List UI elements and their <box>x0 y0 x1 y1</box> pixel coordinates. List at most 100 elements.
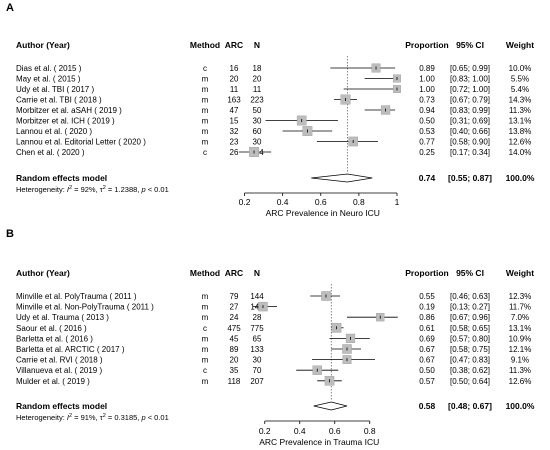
arc-cell: 20 <box>230 75 239 84</box>
header-arc: ARC <box>225 268 243 278</box>
summary-diamond <box>313 401 348 411</box>
ci-cell: [0.83; 0.99] <box>450 106 490 115</box>
weight-cell: 11.7% <box>509 303 531 312</box>
x-axis-label: ARC Prevalence in Neuro ICU <box>266 208 380 218</box>
method-cell: m <box>202 117 209 126</box>
arc-cell: 35 <box>230 366 239 375</box>
study-label: Minville et al. PolyTrauma ( 2011 ) <box>16 292 137 301</box>
weight-cell: 12.3% <box>509 292 532 301</box>
x-tick-label: 0.6 <box>329 426 341 436</box>
n-cell: 50 <box>253 106 262 115</box>
arc-cell: 89 <box>230 345 239 354</box>
ci-cell: [0.38; 0.62] <box>450 366 490 375</box>
proportion-cell: 0.89 <box>419 64 435 73</box>
summary-proportion: 0.58 <box>419 401 436 411</box>
proportion-cell: 1.00 <box>419 75 435 84</box>
arc-cell: 118 <box>228 377 241 386</box>
weight-cell: 14.3% <box>509 96 532 105</box>
n-cell: 30 <box>253 356 262 365</box>
proportion-cell: 0.50 <box>419 366 435 375</box>
arc-cell: 163 <box>227 96 241 105</box>
header-method: Method <box>190 40 220 50</box>
x-tick-label: 0.8 <box>353 197 365 207</box>
study-label: Saour et al. ( 2016 ) <box>16 324 87 333</box>
n-cell: 65 <box>253 334 262 343</box>
summary-label: Random effects model <box>16 401 107 411</box>
method-cell: c <box>203 366 207 375</box>
proportion-cell: 1.00 <box>419 85 435 94</box>
weight-cell: 11.3% <box>509 366 531 375</box>
arc-cell: 23 <box>230 138 239 147</box>
n-cell: 140 <box>250 303 264 312</box>
weight-cell: 5.4% <box>511 85 529 94</box>
summary-diamond <box>311 173 373 183</box>
proportion-cell: 0.25 <box>419 148 435 157</box>
study-label: Minville et al. Non-PolyTrauma ( 2011 ) <box>16 303 154 312</box>
n-cell: 18 <box>253 64 262 73</box>
ci-cell: [0.31; 0.69] <box>450 117 490 126</box>
x-tick-label: 1 <box>395 197 400 207</box>
n-cell: 60 <box>253 127 262 136</box>
arc-cell: 47 <box>230 106 239 115</box>
study-label: Morbitzer et al. ICH ( 2019 ) <box>16 117 115 126</box>
n-cell: 133 <box>250 345 264 354</box>
header-method: Method <box>190 268 220 278</box>
summary-proportion: 0.74 <box>419 173 436 183</box>
ci-cell: [0.83; 1.00] <box>450 75 490 84</box>
n-cell: 11 <box>253 85 262 94</box>
method-cell: m <box>202 138 209 147</box>
method-cell: m <box>202 106 209 115</box>
proportion-cell: 0.19 <box>419 303 435 312</box>
proportion-cell: 0.61 <box>419 324 435 333</box>
summary-weight: 100.0% <box>506 401 535 411</box>
header-proportion: Proportion <box>405 268 448 278</box>
ci-cell: [0.67; 0.96] <box>450 313 490 322</box>
summary-ci: [0.55; 0.87] <box>448 173 492 183</box>
arc-cell: 24 <box>230 313 239 322</box>
method-cell: m <box>202 334 209 343</box>
proportion-cell: 0.50 <box>419 117 435 126</box>
arc-cell: 26 <box>230 148 239 157</box>
method-cell: c <box>203 324 207 333</box>
header-study: Author (Year) <box>16 268 70 278</box>
header-arc: ARC <box>225 40 243 50</box>
weight-cell: 7.0% <box>511 313 529 322</box>
proportion-cell: 0.73 <box>419 96 435 105</box>
weight-cell: 5.5% <box>511 75 529 84</box>
study-label: Mulder et al. ( 2019 ) <box>16 377 90 386</box>
study-label: Carrie et al. RVI ( 2018 ) <box>16 356 103 365</box>
study-label: Dias et al. ( 2015 ) <box>16 64 82 73</box>
x-tick-label: 0.4 <box>277 197 289 207</box>
weight-cell: 13.1% <box>509 117 532 126</box>
ci-cell: [0.40; 0.66] <box>450 127 490 136</box>
proportion-cell: 0.69 <box>419 334 435 343</box>
method-cell: m <box>202 96 209 105</box>
method-cell: m <box>202 75 209 84</box>
panel-label-B: B <box>6 228 14 240</box>
study-label: Chen et al. ( 2020 ) <box>16 148 85 157</box>
arc-cell: 32 <box>230 127 239 136</box>
weight-cell: 12.6% <box>509 138 532 147</box>
n-cell: 70 <box>253 366 262 375</box>
header-weight: Weight <box>506 268 534 278</box>
n-cell: 775 <box>250 324 264 333</box>
method-cell: c <box>203 64 207 73</box>
ci-cell: [0.58; 0.75] <box>450 345 490 354</box>
header-ci: 95% CI <box>456 40 484 50</box>
study-label: Villanueva et al. ( 2019 ) <box>16 366 102 375</box>
proportion-cell: 0.55 <box>419 292 435 301</box>
method-cell: c <box>203 148 207 157</box>
method-cell: m <box>202 313 209 322</box>
study-label: Udy et al. Trauma ( 2013 ) <box>16 313 109 322</box>
x-axis-label: ARC Prevalence in Trauma ICU <box>259 437 379 447</box>
proportion-cell: 0.67 <box>419 345 435 354</box>
x-tick-label: 0.2 <box>239 197 251 207</box>
method-cell: m <box>202 127 209 136</box>
study-label: Barletta et al. ARCTIC ( 2017 ) <box>16 345 125 354</box>
proportion-cell: 0.53 <box>419 127 435 136</box>
method-cell: m <box>202 292 209 301</box>
weight-cell: 9.1% <box>511 356 529 365</box>
arc-cell: 11 <box>230 85 239 94</box>
summary-ci: [0.48; 0.67] <box>448 401 492 411</box>
